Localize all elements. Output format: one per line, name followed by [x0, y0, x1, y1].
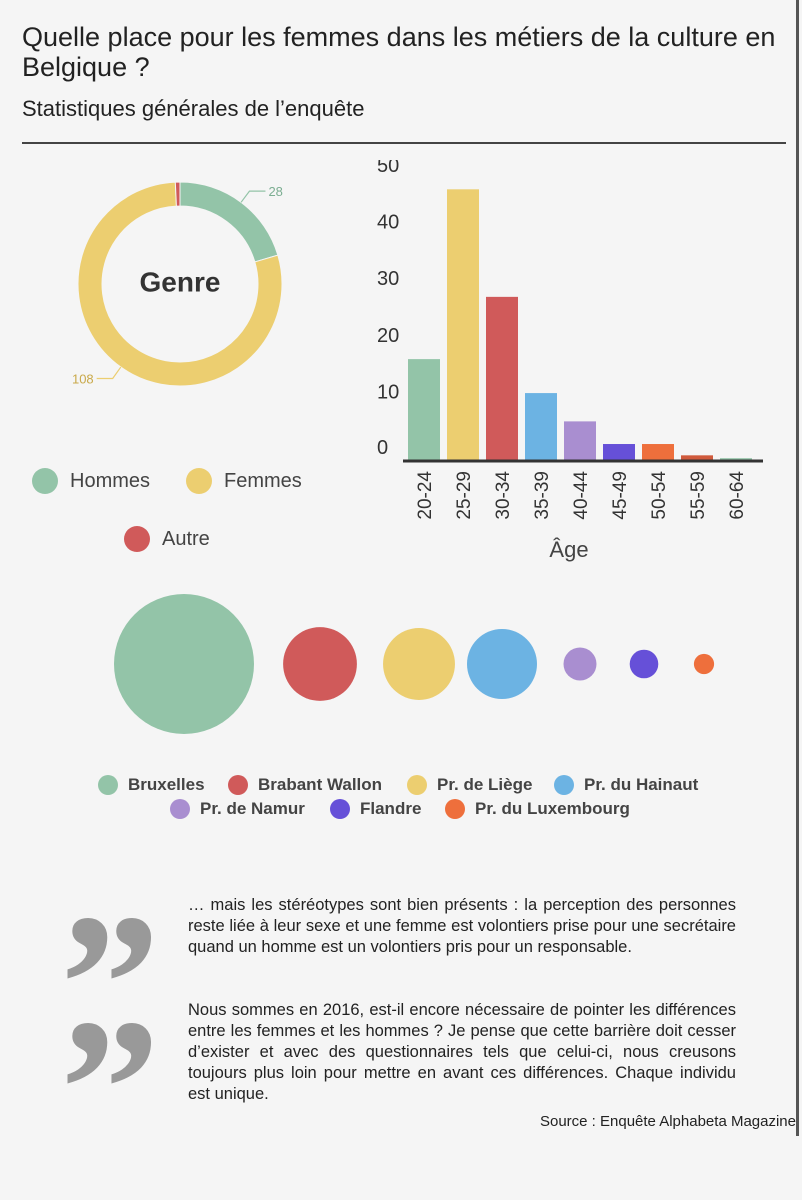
x-tick-label: 60-64 — [727, 471, 748, 520]
x-tick-label: 55-59 — [688, 471, 709, 520]
age-bar-panel: 0 10 20 30 40 50 20-24 25-29 30-34 35-39 40-44 45-… — [365, 155, 775, 570]
region-bubble-pr-du-hainaut — [467, 629, 537, 699]
age-bar-35-39 — [525, 393, 557, 461]
age-bar-45-49 — [603, 444, 635, 461]
legend-label-hommes: Hommes — [70, 469, 151, 492]
legend-label-hainaut: Pr. du Hainaut — [584, 775, 699, 794]
donut-label-leader — [240, 190, 266, 203]
legend-swatch-brabant-wallon — [228, 775, 248, 795]
legend-label-namur: Pr. de Namur — [200, 799, 305, 818]
legend-bruxelles: Bruxelles — [98, 775, 205, 795]
x-tick-label: 50-54 — [649, 471, 670, 520]
x-tick-label: 20-24 — [415, 471, 436, 520]
donut-slice-femmes — [77, 181, 283, 387]
donut-slice-hommes — [179, 181, 279, 263]
quote-text-1: … mais les stéréotypes sont bien présent… — [188, 896, 736, 956]
age-bar-25-29 — [447, 189, 479, 461]
page-subtitle: Statistiques générales de l’enquête — [22, 96, 365, 121]
header-divider — [22, 142, 786, 144]
legend-label-luxembourg: Pr. du Luxembourg — [475, 799, 630, 818]
region-bubble-panel: Bruxelles Brabant Wallon Pr. de Liège Pr… — [80, 585, 780, 825]
legend-swatch-autre — [124, 526, 150, 552]
age-bar-chart: 0 10 20 30 40 50 20-24 25-29 30-34 35-39 40-44 45-… — [377, 155, 763, 562]
legend-brabant-wallon: Brabant Wallon — [228, 775, 382, 795]
y-tick-label: 20 — [377, 325, 399, 347]
legend-liege: Pr. de Liège — [407, 775, 532, 795]
legend-label-bruxelles: Bruxelles — [128, 775, 205, 794]
x-tick-label: 25-29 — [454, 471, 475, 520]
quote-mark-icon: ” — [60, 979, 160, 1200]
age-bar-55-59 — [681, 455, 713, 461]
quote-mark-icon: ” — [60, 874, 160, 1095]
quote-text-2: Nous sommes en 2016, est-il encore néces… — [188, 1001, 736, 1103]
y-tick-label: 50 — [377, 160, 399, 177]
donut-value-label: 108 — [72, 371, 94, 386]
legend-hommes: Hommes — [32, 468, 150, 494]
legend-label-autre: Autre — [162, 527, 210, 550]
age-bar-30-34 — [486, 296, 518, 461]
region-bubble-pr-du-luxembourg — [693, 653, 715, 675]
y-tick-label: 30 — [377, 268, 399, 290]
page-title: Quelle place pour les femmes dans les mé… — [22, 22, 776, 82]
legend-flandre: Flandre — [330, 799, 421, 819]
region-bubble-flandre — [629, 649, 659, 679]
age-bar-20-24 — [408, 359, 440, 461]
legend-label-liege: Pr. de Liège — [437, 775, 533, 794]
x-tick-label: 35-39 — [532, 471, 553, 520]
legend-label-flandre: Flandre — [360, 799, 422, 818]
donut-label-leader — [96, 366, 122, 380]
gender-donut-chart: Genre 28 108 — [72, 181, 283, 387]
legend-swatch-bruxelles — [98, 775, 118, 795]
source-credit: Source : Enquête Alphabeta Magazine — [539, 1113, 796, 1130]
legend-autre: Autre — [124, 526, 210, 552]
y-tick-label: 40 — [377, 212, 399, 234]
gender-donut-panel: Genre 28 108 Hommes Femmes Autre — [20, 160, 350, 570]
region-bubble-chart — [114, 594, 715, 734]
region-bubble-brabant-wallon — [283, 627, 357, 701]
region-bubble-pr-de-liège — [383, 628, 455, 700]
x-tick-label: 45-49 — [610, 471, 631, 520]
legend-swatch-hommes — [32, 468, 58, 494]
x-axis-label: Âge — [549, 537, 588, 562]
legend-swatch-femmes — [186, 468, 212, 494]
region-bubble-pr-de-namur — [563, 647, 597, 681]
region-bubble-bruxelles — [114, 594, 254, 734]
legend-swatch-luxembourg — [445, 799, 465, 819]
legend-hainaut: Pr. du Hainaut — [554, 775, 698, 795]
legend-swatch-liege — [407, 775, 427, 795]
age-bar-50-54 — [642, 444, 674, 461]
legend-femmes: Femmes — [186, 468, 302, 494]
donut-slice-autre — [174, 181, 181, 207]
age-bar-40-44 — [564, 421, 596, 461]
y-tick-label: 10 — [377, 381, 399, 403]
x-tick-label: 40-44 — [571, 471, 592, 520]
legend-swatch-flandre — [330, 799, 350, 819]
legend-namur: Pr. de Namur — [170, 799, 305, 819]
legend-swatch-hainaut — [554, 775, 574, 795]
donut-center-label: Genre — [140, 266, 221, 297]
y-tick-label: 0 — [377, 437, 388, 459]
legend-swatch-namur — [170, 799, 190, 819]
x-tick-label: 30-34 — [493, 471, 514, 520]
legend-label-brabant-wallon: Brabant Wallon — [258, 775, 383, 794]
donut-value-label: 28 — [268, 184, 282, 199]
legend-luxembourg: Pr. du Luxembourg — [445, 799, 630, 819]
legend-label-femmes: Femmes — [224, 469, 302, 492]
page-frame — [796, 0, 799, 1136]
